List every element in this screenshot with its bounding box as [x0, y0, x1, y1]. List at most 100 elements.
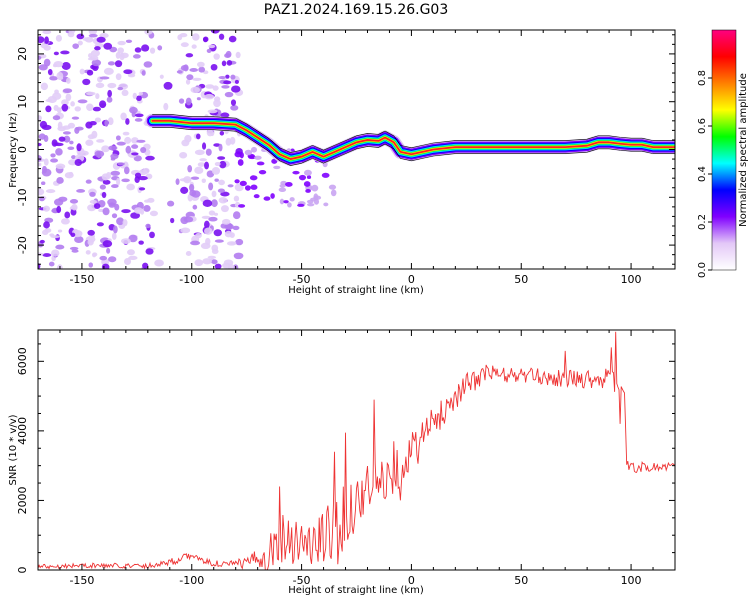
ridge-band-6: [151, 119, 675, 160]
noise-blob: [88, 30, 98, 35]
ridge-outline-bottom: [152, 127, 675, 166]
noise-blob: [297, 203, 305, 207]
noise-blob: [185, 97, 192, 106]
noise-blob: [250, 184, 258, 190]
noise-blob: [134, 207, 143, 214]
noise-blob: [201, 142, 207, 150]
noise-blob: [149, 210, 158, 217]
noise-blob: [211, 190, 217, 198]
noise-blob: [197, 61, 205, 68]
spec-ytick-label: -10: [16, 188, 29, 206]
noise-blob: [69, 246, 79, 251]
noise-blob: [187, 164, 193, 173]
noise-blob: [77, 40, 83, 46]
noise-blob: [88, 262, 94, 268]
noise-blob: [70, 232, 76, 237]
noise-blob: [198, 66, 206, 73]
noise-blob: [48, 261, 55, 267]
noise-blob: [43, 45, 51, 51]
noise-blob: [214, 178, 219, 182]
noise-blob: [107, 61, 116, 66]
noise-blob: [55, 34, 62, 42]
noise-blob: [225, 50, 232, 58]
noise-blob: [134, 47, 142, 53]
noise-blob: [53, 104, 59, 112]
noise-blob: [138, 175, 148, 181]
noise-blob: [226, 241, 237, 246]
noise-blob: [52, 92, 62, 100]
noise-blob: [129, 106, 138, 114]
noise-blob: [91, 59, 102, 67]
noise-blob: [41, 124, 52, 131]
noise-blob: [279, 198, 285, 205]
noise-blob: [71, 155, 76, 160]
noise-blob: [103, 42, 113, 50]
noise-blob: [176, 70, 183, 74]
noise-blob: [192, 33, 200, 41]
noise-blob: [194, 259, 204, 267]
noise-blob: [117, 47, 124, 54]
noise-blob: [55, 244, 65, 250]
noise-blob: [208, 182, 214, 191]
noise-blob: [323, 202, 329, 207]
noise-blob: [190, 240, 201, 246]
noise-blob: [63, 135, 71, 143]
noise-blob: [307, 202, 315, 207]
noise-blob: [228, 35, 237, 43]
noise-blob: [43, 135, 49, 142]
noise-blob: [289, 197, 295, 202]
noise-blob: [214, 162, 221, 167]
noise-blob: [89, 199, 97, 204]
noise-blob: [65, 93, 72, 102]
snr-xlabel: Height of straight line (km): [288, 585, 424, 596]
noise-blob: [229, 232, 235, 238]
noise-blob: [43, 58, 51, 67]
snr-ytick-label: 4000: [16, 417, 29, 445]
noise-blob: [61, 62, 71, 70]
noise-blob: [60, 50, 70, 55]
noise-blob: [145, 248, 154, 255]
noise-blob: [65, 77, 71, 84]
noise-blob: [207, 255, 217, 259]
noise-blob: [99, 184, 106, 190]
noise-blob: [298, 174, 307, 181]
noise-blob: [42, 229, 49, 236]
noise-blob: [44, 36, 49, 44]
noise-blob: [224, 223, 234, 230]
noise-blob: [128, 255, 138, 261]
noise-blob: [61, 103, 69, 112]
noise-blob: [123, 258, 132, 266]
noise-blob: [305, 189, 311, 193]
noise-blob: [213, 143, 221, 147]
noise-blob: [50, 158, 59, 163]
noise-blob: [208, 210, 216, 216]
noise-blob: [56, 205, 62, 214]
noise-blob: [221, 60, 227, 67]
noise-blob: [217, 188, 225, 193]
noise-blob: [170, 217, 175, 224]
noise-blob: [183, 64, 189, 72]
noise-blob: [56, 176, 64, 184]
noise-blob: [50, 153, 56, 158]
noise-blob: [154, 259, 164, 267]
snr-ytick-label: 6000: [16, 347, 29, 375]
noise-blob: [121, 209, 131, 214]
noise-blob: [138, 240, 144, 245]
noise-blob: [117, 162, 125, 166]
noise-blob: [126, 183, 135, 191]
noise-blob: [111, 232, 117, 240]
noise-blob: [218, 33, 225, 40]
noise-blob: [189, 68, 199, 72]
noise-blob: [85, 139, 94, 146]
noise-blob: [77, 99, 88, 104]
snr-series-line: [38, 331, 675, 570]
noise-blob: [213, 99, 221, 108]
noise-blob: [220, 191, 230, 197]
noise-blob: [210, 63, 218, 71]
noise-blob: [188, 184, 195, 192]
noise-blob: [72, 43, 79, 49]
noise-blob: [43, 158, 49, 166]
noise-blob: [207, 109, 218, 114]
colorbar-gradient: [712, 30, 736, 270]
